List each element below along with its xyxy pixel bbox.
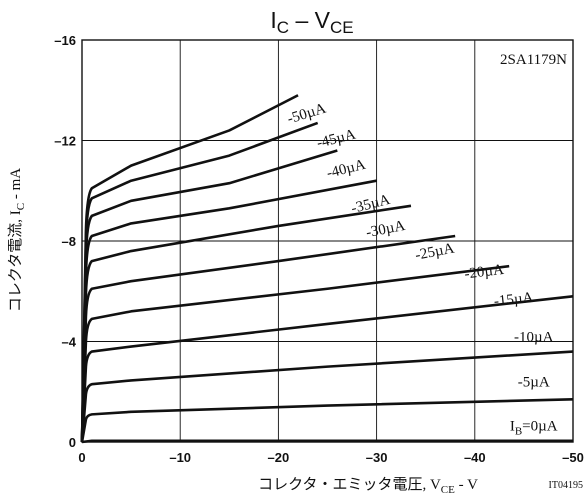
y-tick-label: 0 <box>69 435 76 450</box>
series-line <box>80 264 510 443</box>
part-number: 2SA1179N <box>500 52 567 68</box>
x-tick-label: –30 <box>366 450 388 465</box>
y-axis-label: コレクタ電流, IC - mA <box>7 168 27 312</box>
y-tick-label: –8 <box>62 234 76 249</box>
chart-title-mid: – V <box>289 7 331 33</box>
y-axis-label-prefix: コレクタ電流, I <box>7 210 24 312</box>
y-axis-label-sub: C <box>15 203 27 210</box>
series-label: -25µA <box>414 240 456 263</box>
series-label: -5µA <box>518 375 550 391</box>
x-tick-label: 0 <box>78 450 85 465</box>
x-axis: 0 –10 –20 –30 –40 –50 <box>78 450 583 465</box>
x-axis-label-sub: CE <box>441 484 455 496</box>
x-axis-label-prefix: コレクタ・エミッタ電圧, V <box>258 476 441 493</box>
series-label: -30µA <box>365 218 407 241</box>
series-line <box>80 94 299 443</box>
series-labels: IB=0µA-5µA-10µA-15µA-20µA-25µA-30µA-35µA… <box>285 101 557 438</box>
series-label: -50µA <box>285 101 328 128</box>
series-group <box>80 94 574 444</box>
chart-title-sub2: CE <box>330 18 354 37</box>
x-tick-label: –50 <box>562 450 584 465</box>
series-label: -10µA <box>514 330 554 346</box>
x-tick-label: –40 <box>464 450 486 465</box>
series-line <box>80 121 319 443</box>
series-label: -45µA <box>315 127 357 152</box>
series-label: -15µA <box>493 290 534 310</box>
y-axis: 0 –4 –8 –12 –16 <box>54 33 76 450</box>
series-line <box>80 350 574 443</box>
y-tick-label: –4 <box>62 335 77 350</box>
series-label: -40µA <box>325 157 367 182</box>
y-tick-label: –12 <box>54 134 76 149</box>
series-line <box>80 294 574 443</box>
x-tick-label: –20 <box>268 450 290 465</box>
series-line <box>80 397 574 443</box>
chart-title: IC – VCE <box>270 7 353 37</box>
series-label: -20µA <box>464 262 505 283</box>
x-axis-label-suffix: - V <box>455 477 478 493</box>
grid <box>82 40 573 442</box>
series-line <box>81 439 573 444</box>
y-axis-label-suffix: - mA <box>8 168 24 203</box>
y-tick-label: –16 <box>54 33 76 48</box>
x-tick-label: –10 <box>169 450 191 465</box>
chart-title-main: I <box>270 7 276 33</box>
series-label: IB=0µA <box>510 419 558 438</box>
chart-title-sub1: C <box>277 18 289 37</box>
x-axis-label: コレクタ・エミッタ電圧, VCE - V <box>258 476 478 496</box>
figure-code: IT04195 <box>549 480 583 491</box>
